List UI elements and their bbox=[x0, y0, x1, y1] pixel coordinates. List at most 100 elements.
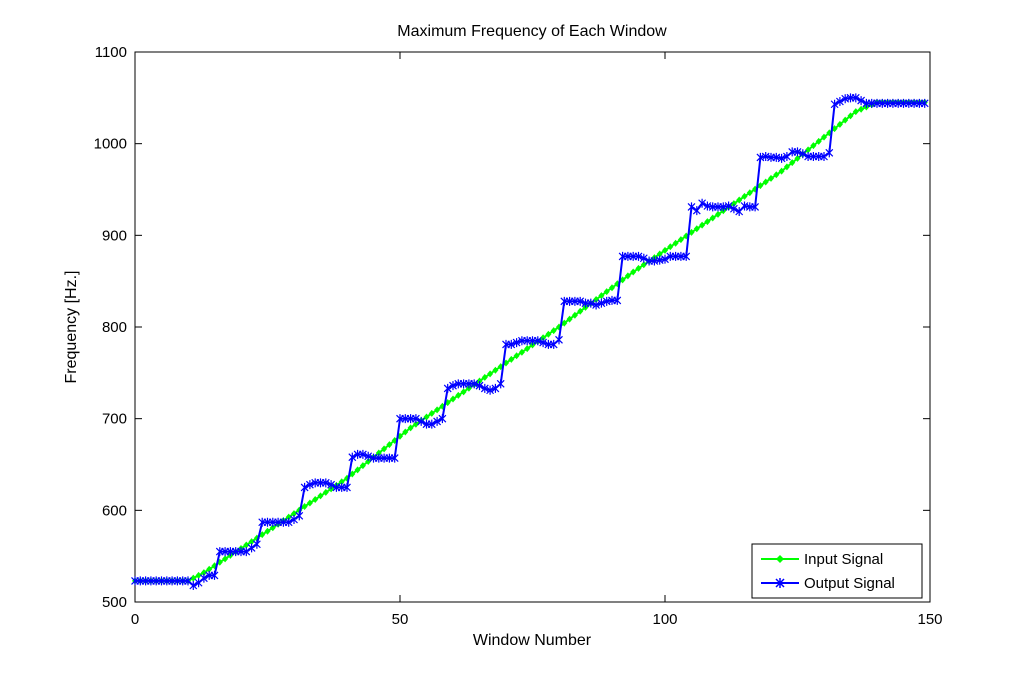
input-point bbox=[550, 327, 557, 335]
output-point bbox=[189, 581, 198, 590]
input-point bbox=[746, 189, 753, 197]
input-point bbox=[375, 449, 382, 457]
input-point bbox=[264, 527, 271, 535]
legend-input-marker bbox=[776, 555, 784, 563]
output-point bbox=[364, 451, 373, 461]
output-point bbox=[496, 379, 505, 389]
output-point bbox=[586, 298, 595, 308]
output-point bbox=[284, 517, 293, 527]
input-point bbox=[540, 334, 547, 342]
input-point bbox=[487, 370, 494, 378]
output-point bbox=[661, 254, 669, 264]
input-point bbox=[222, 555, 229, 563]
output-point bbox=[533, 336, 542, 346]
input-point bbox=[423, 413, 430, 421]
input-point bbox=[354, 466, 361, 474]
input-point bbox=[704, 218, 711, 226]
y-tick-label: 600 bbox=[102, 502, 127, 519]
input-point bbox=[741, 192, 748, 200]
input-point bbox=[322, 488, 329, 496]
input-point bbox=[730, 200, 737, 208]
output-point bbox=[417, 416, 426, 426]
output-point bbox=[793, 147, 802, 157]
input-point bbox=[805, 146, 812, 154]
y-tick-label: 1100 bbox=[95, 44, 127, 61]
output-point bbox=[835, 97, 844, 106]
output-point bbox=[682, 251, 691, 261]
input-point bbox=[365, 457, 372, 465]
output-point bbox=[486, 385, 495, 395]
input-point bbox=[566, 315, 573, 323]
input-point bbox=[407, 424, 414, 432]
output-point bbox=[242, 547, 251, 557]
plot-area bbox=[134, 51, 931, 603]
output-point bbox=[443, 383, 452, 393]
input-point bbox=[593, 296, 600, 303]
input-point bbox=[359, 462, 366, 470]
input-point bbox=[794, 154, 801, 162]
y-tick-label: 800 bbox=[102, 319, 127, 336]
output-point bbox=[512, 338, 521, 348]
output-point bbox=[470, 379, 479, 389]
x-tick-label: 0 bbox=[131, 611, 139, 628]
input-point bbox=[306, 499, 313, 507]
input-point bbox=[248, 538, 255, 546]
legend-box bbox=[751, 543, 923, 599]
input-point bbox=[619, 276, 626, 284]
input-point bbox=[598, 292, 605, 300]
output-point bbox=[300, 482, 309, 492]
plot-frame bbox=[134, 51, 931, 603]
output-point bbox=[634, 251, 643, 261]
input-point bbox=[561, 319, 568, 327]
y-tick-label: 500 bbox=[102, 594, 127, 611]
output-point bbox=[798, 149, 807, 159]
input-point bbox=[609, 284, 615, 292]
input-point bbox=[847, 112, 854, 120]
input-point bbox=[545, 330, 552, 338]
input-point bbox=[783, 163, 790, 171]
input-point bbox=[672, 239, 679, 247]
input-point bbox=[259, 531, 266, 539]
input-point bbox=[715, 210, 721, 218]
output-point bbox=[851, 93, 860, 103]
input-point bbox=[821, 133, 827, 141]
output-point bbox=[305, 480, 314, 490]
input-point bbox=[630, 268, 637, 276]
input-point bbox=[476, 377, 483, 385]
input-point bbox=[518, 348, 525, 356]
output-point bbox=[820, 152, 828, 161]
y-tick-label: 700 bbox=[102, 411, 127, 428]
output-point bbox=[830, 99, 839, 109]
output-point bbox=[692, 206, 701, 216]
x-tick-label: 50 bbox=[392, 611, 409, 628]
output-point bbox=[597, 298, 606, 308]
input-point bbox=[571, 311, 578, 319]
output-point bbox=[729, 204, 738, 214]
input-point bbox=[810, 142, 817, 150]
input-point bbox=[640, 261, 647, 269]
output-signal-series bbox=[131, 93, 929, 590]
output-point bbox=[857, 96, 866, 106]
output-point bbox=[438, 414, 447, 424]
input-point bbox=[836, 120, 843, 128]
output-point bbox=[411, 414, 420, 424]
input-point bbox=[773, 171, 780, 179]
input-point bbox=[349, 470, 356, 478]
input-point bbox=[317, 492, 324, 500]
output-point bbox=[247, 543, 256, 553]
input-point bbox=[492, 366, 499, 374]
x-axis-label: Window Number bbox=[473, 632, 592, 649]
output-point bbox=[433, 416, 442, 426]
series-layer bbox=[131, 93, 929, 590]
y-tick-label: 1000 bbox=[94, 136, 127, 153]
output-point bbox=[507, 339, 516, 349]
output-point bbox=[199, 573, 208, 583]
input-point bbox=[412, 420, 419, 428]
input-point bbox=[338, 478, 345, 486]
input-point bbox=[481, 373, 488, 381]
input-point bbox=[301, 503, 308, 511]
legend-input-label: Input Signal bbox=[804, 551, 883, 568]
input-point bbox=[815, 137, 822, 145]
output-point bbox=[555, 335, 563, 345]
y-axis: 500 600 700 800 900 1000 1100 bbox=[94, 44, 930, 611]
